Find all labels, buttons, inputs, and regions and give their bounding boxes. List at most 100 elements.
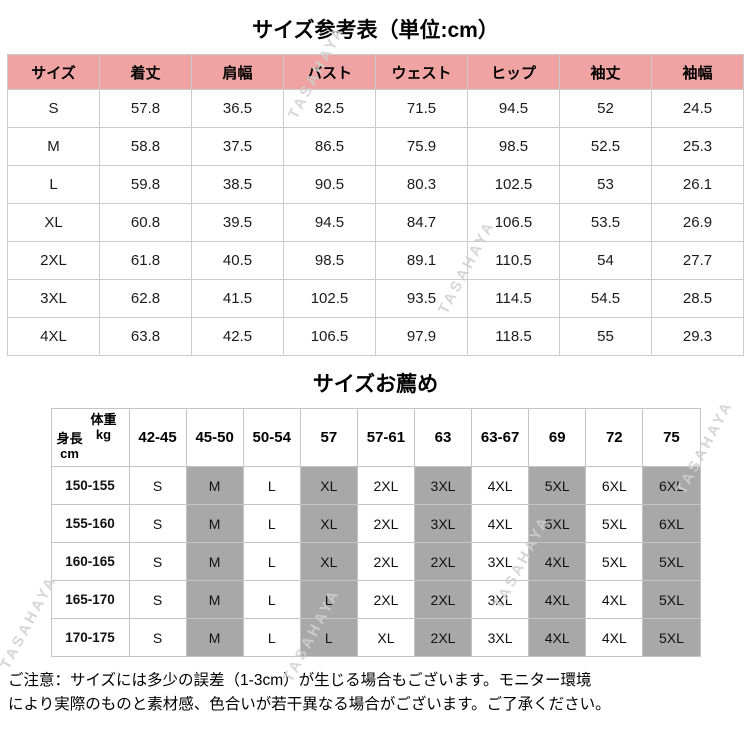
- measurement-cell: 75.9: [375, 127, 468, 166]
- measurement-cell: 93.5: [375, 279, 468, 318]
- measurement-cell: 84.7: [375, 203, 468, 242]
- height-row-header: 165-170: [50, 580, 130, 619]
- size-label-cell: M: [7, 127, 100, 166]
- weight-col-header: 72: [585, 408, 644, 467]
- recommended-size-cell: 2XL: [356, 580, 415, 619]
- weight-col-header: 63: [413, 408, 473, 467]
- size-table-row: 3XL 62.8 41.5 102.5 93.5 114.5 54.5 28.5: [7, 279, 744, 318]
- measurement-cell: 53.5: [559, 203, 652, 242]
- disclaimer-line: ご注意：サイズには多少の誤差（1-3cm）が生じる場合もございます。モニター環境: [8, 672, 592, 689]
- measurement-cell: 29.3: [651, 317, 744, 356]
- measurement-cell: 118.5: [467, 317, 560, 356]
- size-col-header: バスト: [283, 54, 376, 90]
- recommended-size-cell: 2XL: [356, 542, 415, 581]
- recommended-size-cell: 3XL: [413, 504, 473, 543]
- recommended-size-cell: S: [128, 504, 187, 543]
- measurement-cell: 57.8: [99, 89, 192, 128]
- weight-col-header: 69: [528, 408, 587, 467]
- recommended-size-cell: 5XL: [528, 504, 587, 543]
- size-col-header: 袖幅: [651, 54, 744, 90]
- recommended-size-cell: 4XL: [528, 542, 587, 581]
- height-row-header: 160-165: [50, 542, 130, 581]
- size-col-header: サイズ: [7, 54, 100, 90]
- measurement-cell: 42.5: [191, 317, 284, 356]
- recommended-size-cell: 2XL: [413, 580, 473, 619]
- weight-col-header: 57: [299, 408, 358, 467]
- recommended-size-cell: 4XL: [585, 580, 644, 619]
- measurement-cell: 86.5: [283, 127, 376, 166]
- measurement-cell: 82.5: [283, 89, 376, 128]
- recommended-size-cell: XL: [299, 542, 358, 581]
- measurement-cell: 98.5: [283, 241, 376, 280]
- height-axis-text: 身長: [56, 431, 83, 447]
- recommended-size-cell: 2XL: [356, 504, 415, 543]
- recommended-size-cell: XL: [356, 618, 415, 657]
- recommended-size-cell: L: [242, 580, 301, 619]
- measurement-cell: 63.8: [99, 317, 192, 356]
- recommended-size-cell: 4XL: [528, 618, 587, 657]
- recommended-size-cell: 2XL: [413, 542, 473, 581]
- size-label-cell: XL: [7, 203, 100, 242]
- reco-table-row: 165-170 S M L L 2XL 2XL 3XL 4XL 4XL 5XL: [50, 580, 701, 619]
- measurement-cell: 62.8: [99, 279, 192, 318]
- measurement-cell: 25.3: [651, 127, 744, 166]
- size-table-row: M 58.8 37.5 86.5 75.9 98.5 52.5 25.3: [7, 127, 744, 166]
- measurement-cell: 80.3: [375, 165, 468, 204]
- measurement-cell: 110.5: [467, 241, 560, 280]
- recommended-size-cell: 5XL: [642, 542, 701, 581]
- weight-axis-text: 体重: [90, 412, 117, 427]
- reco-header-row: 体重 kg 身長 cm 42-45 45-50 50-54 57 57-61 63 63-6…: [50, 408, 701, 467]
- size-chart-page: サイズ参考表（単位:cm） サイズ 着丈 肩幅 バスト ウェスト ヒップ 袖丈 袖幅 S 57.…: [0, 19, 744, 714]
- recommend-title: サイズお薦め: [312, 373, 439, 396]
- recommended-size-cell: 2XL: [413, 618, 473, 657]
- measurement-cell: 40.5: [191, 241, 284, 280]
- size-table-header-row: サイズ 着丈 肩幅 バスト ウェスト ヒップ 袖丈 袖幅: [7, 54, 744, 90]
- disclaimer-line: により実際のものと素材感、色合いが若干異なる場合がございます。ご了承ください。: [8, 696, 611, 714]
- measurement-cell: 36.5: [191, 89, 284, 128]
- weight-col-header: 50-54: [242, 408, 301, 467]
- measurement-cell: 55: [559, 317, 652, 356]
- recommended-size-cell: 4XL: [471, 504, 530, 543]
- weight-axis-unit: kg: [95, 426, 112, 442]
- recommended-size-cell: 6XL: [642, 466, 701, 505]
- recommended-size-cell: L: [242, 618, 301, 657]
- recommended-size-cell: L: [242, 504, 301, 543]
- recommended-size-cell: 2XL: [356, 466, 415, 505]
- recommended-size-cell: S: [128, 466, 187, 505]
- measurement-cell: 58.8: [99, 127, 192, 166]
- measurement-cell: 52.5: [559, 127, 652, 166]
- height-axis-label: 身長 cm: [56, 431, 83, 462]
- recommended-size-cell: L: [299, 618, 358, 657]
- measurement-cell: 71.5: [375, 89, 468, 128]
- reco-table-row: 150-155 S M L XL 2XL 3XL 4XL 5XL 6XL 6XL: [50, 466, 701, 505]
- height-row-header: 155-160: [50, 504, 130, 543]
- recommended-size-cell: 4XL: [528, 580, 587, 619]
- measurement-cell: 38.5: [191, 165, 284, 204]
- recommended-size-cell: M: [185, 504, 244, 543]
- measurement-cell: 54.5: [559, 279, 652, 318]
- recommended-size-cell: 5XL: [642, 580, 701, 619]
- measurement-cell: 37.5: [191, 127, 284, 166]
- measurement-cell: 106.5: [467, 203, 560, 242]
- size-table-title: サイズ参考表（単位:cm）: [252, 19, 499, 42]
- size-reference-table: サイズ 着丈 肩幅 バスト ウェスト ヒップ 袖丈 袖幅 S 57.8 36.5 82.5 71.5 9…: [7, 54, 744, 356]
- recommended-size-cell: 4XL: [471, 466, 530, 505]
- recommended-size-cell: XL: [299, 466, 358, 505]
- size-recommend-table: 体重 kg 身長 cm 42-45 45-50 50-54 57 57-61 63 63-6…: [50, 408, 701, 657]
- measurement-cell: 98.5: [467, 127, 560, 166]
- recommended-size-cell: M: [185, 618, 244, 657]
- measurement-cell: 53: [559, 165, 652, 204]
- measurement-cell: 94.5: [283, 203, 376, 242]
- weight-col-header: 42-45: [128, 408, 187, 467]
- height-axis-unit: cm: [60, 446, 79, 462]
- weight-col-header: 75: [642, 408, 701, 467]
- size-table-row: 2XL 61.8 40.5 98.5 89.1 110.5 54 27.7: [7, 241, 744, 280]
- recommended-size-cell: S: [128, 580, 187, 619]
- recommended-size-cell: 6XL: [585, 466, 644, 505]
- recommended-size-cell: L: [299, 580, 358, 619]
- size-table-row: S 57.8 36.5 82.5 71.5 94.5 52 24.5: [7, 89, 744, 128]
- measurement-cell: 90.5: [283, 165, 376, 204]
- weight-col-header: 57-61: [356, 408, 415, 467]
- recommended-size-cell: M: [185, 542, 244, 581]
- measurement-cell: 26.1: [651, 165, 744, 204]
